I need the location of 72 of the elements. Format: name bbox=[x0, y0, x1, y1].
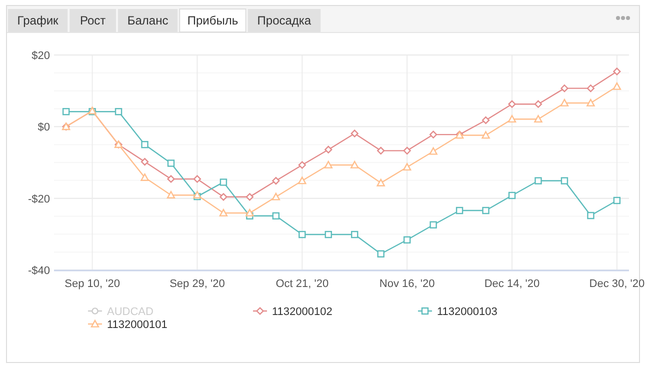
y-tick-label: $0 bbox=[38, 122, 50, 134]
x-tick-label: Sep 10, '20 bbox=[64, 278, 120, 290]
point bbox=[377, 250, 384, 258]
point bbox=[429, 147, 438, 155]
point bbox=[114, 108, 122, 116]
point bbox=[298, 161, 306, 169]
x-tick-label: Nov 16, '20 bbox=[379, 278, 435, 290]
x-tick-label: Oct 21, '20 bbox=[276, 278, 329, 290]
point bbox=[403, 236, 411, 244]
point bbox=[324, 160, 332, 168]
chart-title: Прибыль bbox=[187, 14, 238, 28]
point bbox=[508, 100, 516, 108]
point bbox=[351, 230, 358, 238]
point bbox=[141, 140, 148, 148]
point bbox=[350, 130, 358, 138]
legend-label: 1132000103 bbox=[437, 306, 498, 318]
point bbox=[298, 230, 306, 238]
text: Просадка bbox=[257, 14, 312, 28]
point bbox=[324, 146, 332, 154]
point bbox=[246, 208, 254, 216]
point bbox=[586, 84, 594, 92]
point bbox=[534, 177, 542, 184]
point bbox=[560, 84, 568, 92]
legend-label: 1132000102 bbox=[272, 306, 332, 318]
point bbox=[586, 98, 595, 106]
point bbox=[560, 177, 568, 184]
point bbox=[62, 108, 70, 116]
x-tick-label: Dec 30, '20 bbox=[589, 278, 645, 290]
x-tick-label: Sep 29, '20 bbox=[170, 278, 225, 290]
y-tick-label: -$20 bbox=[28, 193, 50, 206]
point bbox=[403, 146, 411, 154]
point bbox=[482, 131, 490, 139]
point bbox=[219, 208, 228, 216]
point bbox=[377, 146, 385, 154]
point bbox=[166, 191, 176, 199]
point bbox=[612, 82, 622, 90]
point bbox=[560, 98, 569, 106]
point bbox=[482, 116, 490, 124]
point bbox=[508, 115, 516, 123]
point bbox=[613, 68, 621, 76]
point bbox=[140, 158, 149, 166]
point bbox=[613, 196, 621, 204]
point bbox=[272, 176, 280, 185]
legend-label: 1132000101 bbox=[107, 319, 168, 331]
point bbox=[298, 176, 306, 184]
text: Баланс bbox=[127, 14, 168, 28]
point bbox=[220, 193, 228, 201]
point bbox=[430, 130, 438, 138]
point bbox=[456, 206, 464, 214]
x-tick-label: Dec 14, '20 bbox=[484, 278, 540, 290]
point bbox=[193, 175, 202, 183]
point bbox=[167, 175, 175, 183]
point bbox=[272, 212, 280, 220]
point bbox=[587, 212, 594, 220]
point bbox=[534, 115, 542, 123]
point bbox=[534, 100, 542, 108]
point bbox=[376, 178, 385, 186]
point bbox=[430, 221, 437, 228]
text: График bbox=[17, 14, 60, 28]
text: Рост bbox=[80, 14, 106, 28]
point bbox=[508, 192, 516, 200]
point bbox=[402, 163, 412, 171]
point bbox=[350, 160, 359, 168]
point bbox=[482, 206, 490, 214]
point bbox=[324, 230, 332, 238]
y-tick-label: -$40 bbox=[28, 265, 50, 277]
y-tick-label: $20 bbox=[32, 50, 50, 62]
point bbox=[220, 178, 228, 186]
point bbox=[272, 192, 280, 200]
point bbox=[246, 193, 254, 201]
point bbox=[167, 160, 175, 167]
point bbox=[140, 173, 149, 181]
